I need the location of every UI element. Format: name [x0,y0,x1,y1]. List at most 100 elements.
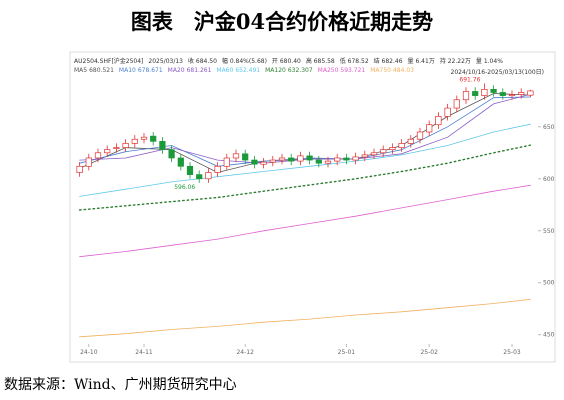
legend-value: 652.491 [235,67,261,74]
candle-body [324,160,332,164]
candle-body [380,149,387,154]
candle-body [481,89,488,96]
candle-body [177,157,184,167]
candle-body [113,147,120,149]
legend-value: 680.521 [89,67,114,74]
legend-value: 632.307 [287,67,313,74]
candle-body [453,99,460,109]
ma-line [78,144,532,211]
candle-body [269,159,276,163]
candle-body [407,138,414,144]
y-tick-label: 650 [543,124,555,131]
quote-field: 量 6.41万 [407,58,435,65]
price-annotation: 596.06 [174,184,195,191]
legend-name: MA10 [118,67,136,74]
y-tick-label: 550 [543,228,555,235]
y-tick-label: 600 [543,176,555,183]
candle-body [76,165,83,173]
candle-body [334,157,341,162]
candle-body [343,157,350,161]
candle-body [416,131,424,140]
candle-body [94,152,102,159]
candle-body [186,165,194,175]
candle-body [444,107,451,117]
candle-body [389,147,396,151]
legend-name: MA750 [370,67,391,74]
quote-field: 持 22.22万 [439,58,471,65]
candle-body [398,143,405,148]
candle-body [518,92,525,95]
candle-body [499,92,506,96]
candle-body [150,135,157,142]
legend-name: MA60 [216,67,234,74]
range-label: 2024/10/16-2025/03/13(100日) [450,69,544,76]
quote-field: 幅 0.84%(5.68) [221,58,267,65]
candle-body [361,154,368,158]
quote-field: 开 680.40 [271,58,301,65]
candle-body [205,172,212,180]
candle-body [426,124,433,133]
quote-field: AU2504.SHF[沪金2504] [74,58,144,65]
x-tick-label: 25-01 [338,349,356,356]
candle-body [288,157,295,162]
x-tick-label: 24-10 [80,349,98,356]
candle-body [214,165,221,173]
quote-field: 量 1.04% [475,58,503,65]
candle-body [104,149,111,154]
candle-body [131,138,138,144]
y-tick-label: 450 [543,332,555,339]
candle-body [159,140,166,151]
candle-body [490,89,497,93]
quote-field: 2025/03/13 [148,58,183,65]
chart-frame [69,51,556,363]
candle-body [278,157,286,161]
x-tick-label: 24-11 [135,349,153,356]
legend-value: 484.03 [392,67,414,74]
legend: MA5 680.521 MA10 678.671 MA20 681.261 MA60 652.… [74,67,419,74]
candle-body [315,159,322,164]
quote-field: 低 678.52 [339,58,369,65]
figure-title: 图表 沪金04合约价格近期走势 [130,9,434,34]
candle-body [352,156,359,161]
price-annotation: 691.76 [459,76,480,83]
y-tick-label: 500 [543,280,555,287]
legend-name: MA20 [167,67,185,74]
quote-field: 高 685.58 [305,58,335,65]
quote-line: AU2504.SHF[沪金2504] 2025/03/13 收 684.50 幅 0.… [74,56,508,65]
x-tick-label: 24-12 [236,349,254,356]
ma-line [79,184,531,258]
ma-line [79,123,531,197]
candle-body [527,90,534,96]
quote-field: 收 684.50 [188,58,217,65]
candle-body [251,159,258,165]
candle-body [122,143,129,148]
candle-body [297,155,304,162]
candle-body [168,149,175,159]
x-tick-label: 25-03 [503,349,521,356]
candle-body [260,161,267,165]
candle-body [223,157,230,167]
candle-body [508,94,516,96]
candle-body [196,174,203,180]
legend-name: MA120 [265,67,286,74]
candle-body [306,155,313,161]
candle-body [435,116,442,126]
candle-body [462,91,470,101]
legend-value: 593.721 [340,67,366,74]
candle-body [472,91,479,96]
candle-body [242,153,249,161]
x-tick-label: 25-02 [420,349,438,356]
legend-name: MA250 [317,67,339,74]
quote-field: 结 682.46 [373,58,403,65]
candle-body [370,152,378,156]
candle-body [140,136,148,140]
candle-body [85,157,92,167]
legend-value: 678.671 [137,67,163,74]
legend-value: 681.261 [186,67,212,74]
candle-body [232,153,240,159]
legend-name: MA5 [74,67,88,74]
ma-line [79,298,531,338]
source-note: 数据来源：Wind、广州期货研究中心 [4,377,237,393]
